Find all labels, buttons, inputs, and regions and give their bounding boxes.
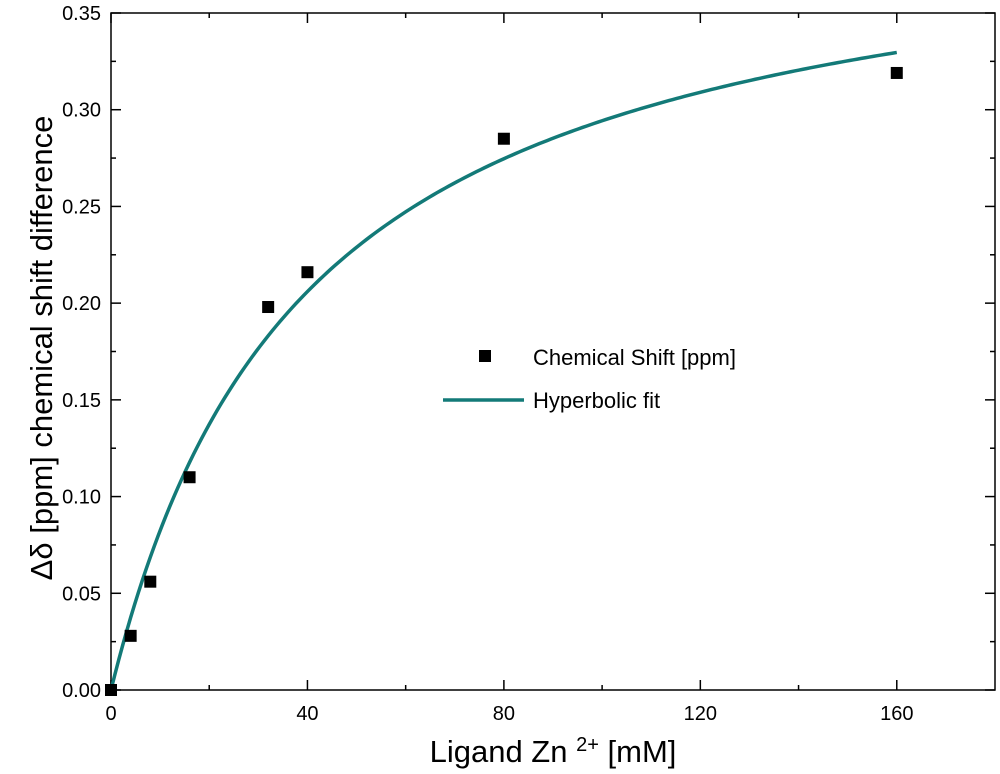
data-point (497, 132, 510, 145)
y-tick-label: 0.25 (62, 196, 101, 218)
data-point (262, 301, 275, 314)
points-layer (105, 66, 903, 696)
data-point (124, 629, 137, 642)
y-tick-label: 0.15 (62, 390, 101, 412)
data-point (301, 266, 314, 279)
data-point (105, 684, 117, 696)
x-tick-label: 80 (493, 703, 515, 725)
x-tick-label: 0 (105, 703, 116, 725)
axes: 0 40 80 120 160 0.00 0.05 0.10 0.15 0.20 0.25 0.30 0… (62, 3, 996, 725)
legend-label-hyperbolic-fit: Hyperbolic fit (533, 388, 660, 413)
y-tick-label: 0.10 (62, 487, 101, 509)
x-axis-title: Ligand Zn 2+ [mM] (430, 734, 677, 769)
x-axis-title-main: Ligand Zn (430, 734, 577, 769)
data-point (183, 471, 196, 484)
y-tick-label: 0.00 (62, 680, 101, 702)
x-tick-label: 120 (684, 703, 717, 725)
y-axis-title: Δδ [ppm] chemical shift difference (24, 116, 59, 581)
y-tick-label: 0.35 (62, 3, 101, 25)
data-point (890, 66, 903, 79)
y-tick-label: 0.05 (62, 583, 101, 605)
x-tick-label: 160 (880, 703, 913, 725)
x-axis-title-unit: [mM] (599, 734, 677, 769)
legend: Chemical Shift [ppm] Hyperbolic fit (443, 345, 736, 413)
axis-titles: Ligand Zn 2+ [mM] Δδ [ppm] chemical shift… (24, 116, 676, 769)
fit-layer (109, 50, 898, 691)
x-tick-label: 40 (296, 703, 318, 725)
x-axis-title-sup: 2+ (576, 734, 599, 756)
y-tick-label: 0.20 (62, 293, 101, 315)
data-point (144, 575, 157, 588)
legend-marker-chemical-shift (479, 350, 491, 362)
legend-label-chemical-shift: Chemical Shift [ppm] (533, 345, 736, 370)
y-tick-label: 0.30 (62, 100, 101, 122)
fit-line (109, 50, 898, 691)
